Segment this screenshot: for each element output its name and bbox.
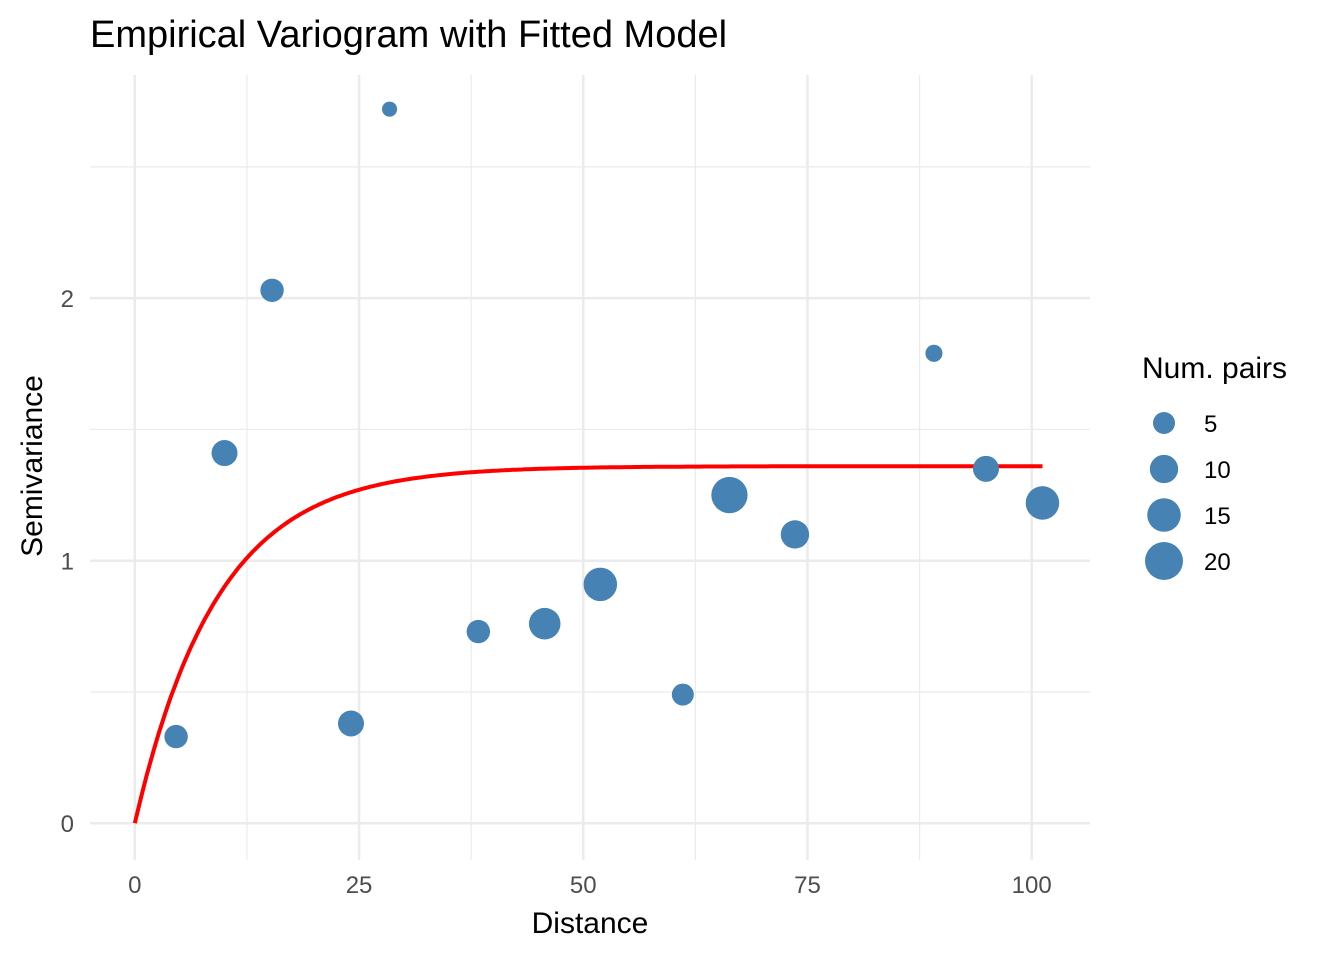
data-point: [711, 476, 748, 514]
data-point: [972, 455, 999, 482]
data-point: [925, 344, 943, 362]
legend-label: 20: [1204, 549, 1231, 576]
x-tick-label: 75: [794, 872, 821, 899]
data-point: [337, 710, 364, 737]
legend-key-point: [1145, 542, 1183, 580]
legend-title: Num. pairs: [1142, 352, 1287, 385]
data-point: [671, 683, 694, 706]
x-tick-label: 0: [128, 872, 141, 899]
legend-label: 15: [1204, 503, 1231, 530]
x-tick-label: 25: [346, 872, 373, 899]
data-point: [780, 520, 810, 549]
legend: Num. pairs 5 10 15 20: [1142, 352, 1287, 580]
legend-label: 5: [1204, 411, 1217, 438]
fitted-model-line: [132, 464, 1043, 824]
x-tick-label: 50: [570, 872, 597, 899]
legend-label: 10: [1204, 457, 1231, 484]
data-point: [1025, 486, 1060, 520]
data-point: [164, 724, 188, 749]
legend-key-point: [1153, 412, 1175, 434]
data-point: [382, 101, 398, 117]
y-tick-label: 1: [61, 549, 74, 576]
y-tick-label: 2: [61, 286, 74, 313]
legend-key-point: [1147, 498, 1181, 532]
data-point: [260, 278, 284, 302]
x-tick-label: 100: [1012, 872, 1052, 899]
data-point: [528, 607, 561, 640]
data-point: [211, 440, 238, 467]
legend-key-point: [1149, 454, 1179, 484]
y-axis-label: Semivariance: [16, 375, 49, 557]
x-axis-label: Distance: [532, 907, 649, 940]
data-point: [466, 619, 491, 644]
data-point: [583, 567, 618, 602]
y-tick-label: 0: [61, 811, 74, 838]
chart-title: Empirical Variogram with Fitted Model: [90, 14, 727, 56]
